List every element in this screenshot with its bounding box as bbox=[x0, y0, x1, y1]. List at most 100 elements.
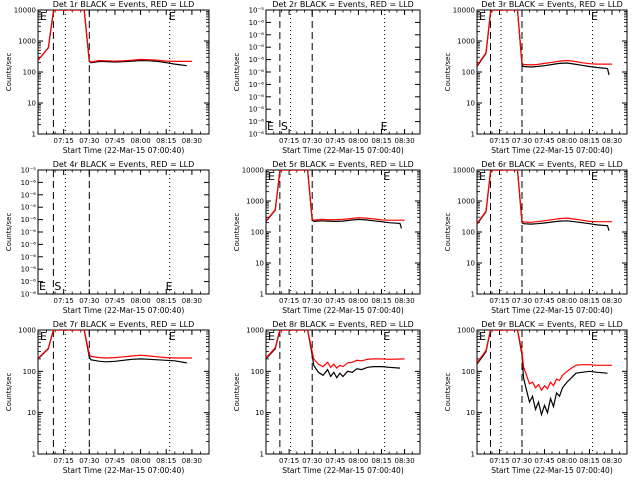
x-tick-label: 08:15 bbox=[579, 137, 599, 145]
x-tick-label: 07:30 bbox=[79, 457, 99, 465]
lld-series-line bbox=[477, 170, 612, 224]
x-tick-label: 08:00 bbox=[131, 297, 151, 305]
x-tick-label: 07:15 bbox=[279, 137, 299, 145]
chart-title: Det 4r BLACK = Events, RED = LLD bbox=[53, 160, 195, 169]
x-tick-label: 08:15 bbox=[156, 137, 176, 145]
plot-frame bbox=[265, 169, 421, 295]
y-tick-label: 10⁻⁶ bbox=[21, 266, 37, 274]
x-tick-label: 08:15 bbox=[579, 457, 599, 465]
marker-label: E bbox=[591, 170, 598, 183]
x-tick-label: 07:45 bbox=[325, 457, 345, 465]
x-tick-label: 07:15 bbox=[54, 457, 74, 465]
y-tick-label: 10 bbox=[466, 100, 475, 108]
marker-label: S bbox=[281, 120, 288, 133]
y-tick-label: 1000 bbox=[457, 327, 475, 335]
marker-label: E bbox=[166, 280, 173, 293]
y-tick-label: 10⁻⁶ bbox=[249, 106, 265, 114]
x-tick-label: 07:45 bbox=[105, 297, 125, 305]
marker-label: E bbox=[381, 120, 388, 133]
x-tick-label: 08:00 bbox=[348, 297, 368, 305]
x-axis-label: Start Time (22-Mar-15 07:00:40) bbox=[63, 466, 185, 475]
x-tick-label: 07:30 bbox=[79, 137, 99, 145]
y-tick-label: 1 bbox=[32, 131, 36, 139]
x-tick-label: 07:15 bbox=[489, 457, 509, 465]
y-tick-label: 10⁻⁶ bbox=[249, 19, 265, 27]
marker-label: E bbox=[169, 330, 176, 343]
x-tick-label: 07:15 bbox=[54, 297, 74, 305]
y-tick-label: 10⁻⁶ bbox=[249, 31, 265, 39]
y-tick-label: 10⁻⁶ bbox=[249, 93, 265, 101]
events-series-line bbox=[477, 330, 608, 417]
y-tick-label: 1000 bbox=[18, 38, 36, 46]
events-series-line bbox=[38, 330, 187, 364]
marker-label: E bbox=[39, 280, 46, 293]
y-tick-label: 1000 bbox=[457, 198, 475, 206]
x-tick-label: 07:30 bbox=[512, 137, 532, 145]
x-tick-label: 08:00 bbox=[131, 457, 151, 465]
x-axis-label: Start Time (22-Mar-15 07:00:40) bbox=[282, 466, 404, 475]
chart-title: Det 7r BLACK = Events, RED = LLD bbox=[53, 320, 195, 329]
marker-label: E bbox=[591, 330, 598, 343]
y-tick-label: 10 bbox=[466, 260, 475, 268]
y-tick-label: 10000 bbox=[453, 167, 475, 175]
y-tick-label: 100 bbox=[251, 229, 264, 237]
x-tick-label: 08:00 bbox=[348, 457, 368, 465]
x-tick-label: 07:15 bbox=[279, 457, 299, 465]
x-tick-label: 07:15 bbox=[489, 137, 509, 145]
marker-label: E bbox=[267, 120, 274, 133]
y-tick-label: 1 bbox=[471, 451, 475, 459]
marker-label: E bbox=[479, 330, 486, 343]
x-tick-label: 08:15 bbox=[371, 457, 391, 465]
y-tick-label: 1 bbox=[260, 451, 264, 459]
y-tick-label: 10⁻⁶ bbox=[21, 204, 37, 212]
y-axis-label: Counts/sec bbox=[233, 53, 241, 92]
y-axis-label: Counts/sec bbox=[5, 373, 13, 412]
x-tick-label: 08:30 bbox=[395, 137, 415, 145]
marker-label: E bbox=[40, 10, 47, 23]
plot-frame bbox=[37, 9, 210, 135]
y-tick-label: 10⁻⁶ bbox=[249, 44, 265, 52]
x-tick-label: 08:30 bbox=[182, 457, 202, 465]
x-tick-label: 08:30 bbox=[602, 457, 622, 465]
y-tick-label: 10⁻⁵ bbox=[249, 7, 265, 15]
y-tick-label: 10⁻⁶ bbox=[21, 253, 37, 261]
x-axis-label: Start Time (22-Mar-15 07:00:40) bbox=[491, 146, 613, 155]
x-tick-label: 08:00 bbox=[557, 297, 577, 305]
y-tick-label: 10⁻⁶ bbox=[249, 81, 265, 89]
x-tick-label: 08:00 bbox=[348, 137, 368, 145]
x-tick-label: 07:15 bbox=[54, 137, 74, 145]
marker-label: E bbox=[591, 10, 598, 23]
y-tick-label: 1000 bbox=[246, 198, 264, 206]
x-tick-label: 08:15 bbox=[371, 137, 391, 145]
lld-series-line bbox=[477, 10, 612, 67]
x-tick-label: 08:00 bbox=[557, 457, 577, 465]
chart-title: Det 8r BLACK = Events, RED = LLD bbox=[272, 320, 414, 329]
x-tick-label: 07:45 bbox=[325, 297, 345, 305]
x-axis-label: Start Time (22-Mar-15 07:00:40) bbox=[282, 146, 404, 155]
y-tick-label: 1 bbox=[471, 131, 475, 139]
x-tick-label: 07:45 bbox=[105, 457, 125, 465]
marker-label: E bbox=[479, 170, 486, 183]
events-series-line bbox=[38, 10, 187, 67]
y-axis-label: Counts/sec bbox=[5, 53, 13, 92]
y-axis-label: Counts/sec bbox=[233, 213, 241, 252]
x-tick-label: 08:15 bbox=[579, 297, 599, 305]
marker-label: E bbox=[479, 10, 486, 23]
events-series-line bbox=[266, 330, 401, 379]
lld-series-line bbox=[38, 10, 192, 63]
x-tick-label: 07:30 bbox=[302, 137, 322, 145]
chart-title: Det 9r BLACK = Events, RED = LLD bbox=[481, 320, 623, 329]
marker-label: E bbox=[268, 330, 275, 343]
chart-title: Det 3r BLACK = Events, RED = LLD bbox=[481, 0, 623, 9]
chart-title: Det 6r BLACK = Events, RED = LLD bbox=[481, 160, 623, 169]
y-tick-label: 100 bbox=[462, 368, 475, 376]
chart-title: Det 1r BLACK = Events, RED = LLD bbox=[53, 0, 195, 9]
y-tick-label: 10⁻⁶ bbox=[249, 56, 265, 64]
x-tick-label: 07:15 bbox=[279, 297, 299, 305]
y-tick-label: 100 bbox=[462, 229, 475, 237]
x-tick-label: 08:15 bbox=[156, 297, 176, 305]
y-tick-label: 10⁻⁶ bbox=[249, 69, 265, 77]
x-tick-label: 07:45 bbox=[325, 137, 345, 145]
y-tick-label: 1 bbox=[260, 291, 264, 299]
x-tick-label: 07:30 bbox=[302, 457, 322, 465]
